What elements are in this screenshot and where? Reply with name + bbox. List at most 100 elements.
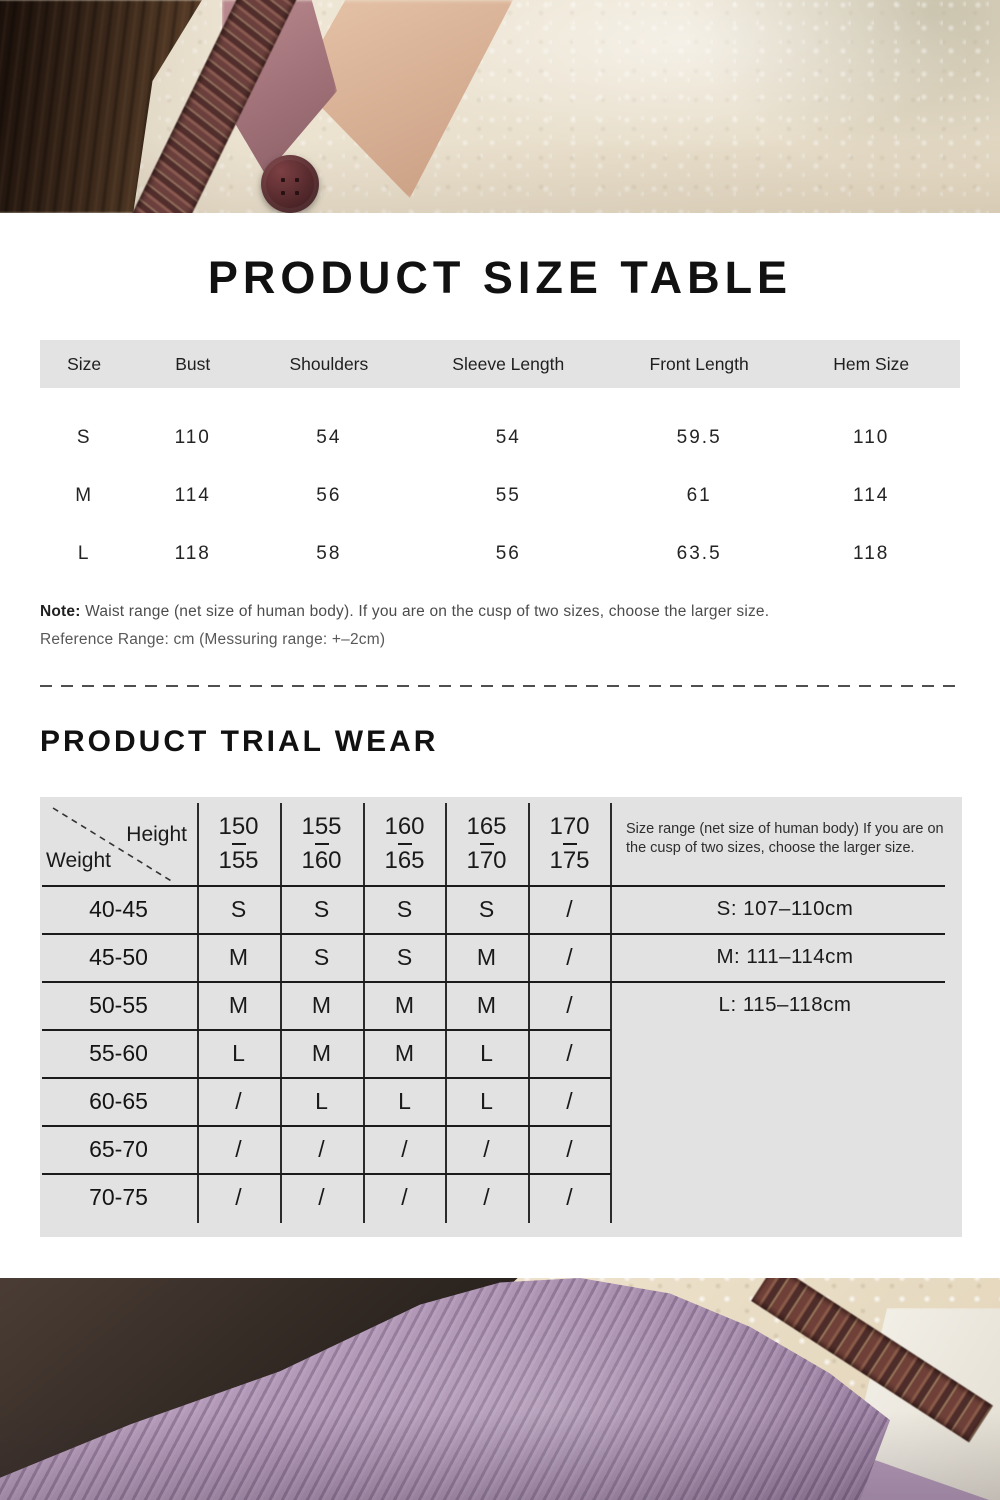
grid-hline — [42, 1029, 611, 1031]
height-top: 170 — [549, 812, 590, 840]
height-top: 160 — [384, 812, 425, 840]
trial-cell: M — [394, 1039, 415, 1066]
cell-size: M — [75, 485, 94, 506]
trial-cell: / — [566, 1135, 573, 1162]
cell-hem: 110 — [853, 427, 890, 448]
trial-cell: S — [230, 895, 247, 922]
cell-front: 63.5 — [676, 543, 722, 564]
size-table-title: PRODUCT SIZE TABLE — [207, 252, 793, 303]
table-row: M 114 56 55 61 114 — [40, 467, 960, 525]
height-bottom: 160 — [301, 847, 342, 874]
weight-label: 70-75 — [89, 1183, 148, 1210]
trial-cell: S — [478, 895, 495, 922]
trial-cell: / — [483, 1183, 490, 1210]
cell-sleeve: 55 — [495, 485, 521, 506]
trial-cell: M — [311, 1039, 332, 1066]
height-column-header: 150 155 — [197, 808, 280, 880]
grid-hline — [42, 981, 945, 983]
trial-wear-table: Height Weight 150 155 155 160 160 165 16… — [40, 797, 962, 1237]
grid-vline — [528, 803, 530, 1223]
height-bottom: 155 — [218, 847, 259, 874]
size-table-body: S 110 54 54 59.5 110 M 114 56 55 61 114 … — [40, 409, 960, 583]
weight-label: 60-65 — [89, 1087, 148, 1114]
height-column-header: 165 170 — [445, 808, 528, 880]
trial-cell: / — [566, 895, 573, 922]
weight-label: 50-55 — [89, 991, 148, 1018]
size-range-s: S: 107–110cm — [716, 897, 854, 920]
reference-note: Reference Range: cm (Messuring range: +–… — [40, 631, 386, 648]
grid-vline — [445, 803, 447, 1223]
cell-bust: 114 — [174, 485, 211, 506]
trial-cell: / — [401, 1135, 408, 1162]
column-header: Front Length — [649, 353, 749, 374]
cell-bust: 118 — [174, 543, 211, 564]
trial-cell: M — [476, 943, 497, 970]
cell-front: 59.5 — [676, 427, 722, 448]
trial-cell: M — [476, 991, 497, 1018]
trial-cell: L — [232, 1039, 245, 1066]
diagonal-divider — [52, 807, 174, 883]
button-holes — [261, 155, 319, 213]
trial-cell: / — [318, 1135, 325, 1162]
column-header: Shoulders — [289, 353, 369, 374]
cell-shoulders: 54 — [316, 427, 342, 448]
cell-shoulders: 56 — [316, 485, 342, 506]
trial-cell: M — [228, 943, 249, 970]
grid-hline — [42, 1077, 611, 1079]
cell-bust: 110 — [174, 427, 211, 448]
trial-cell: / — [235, 1183, 242, 1210]
range-dash — [479, 843, 494, 845]
trial-cell: / — [235, 1135, 242, 1162]
trial-cell: M — [228, 991, 249, 1018]
corner-weight-label: Weight — [46, 849, 111, 872]
trial-cell: / — [483, 1135, 490, 1162]
cell-size: S — [76, 427, 92, 448]
height-bottom: 175 — [549, 847, 590, 874]
cell-sleeve: 56 — [495, 543, 521, 564]
size-note: Note: Waist range (net size of human bod… — [40, 603, 769, 621]
grid-hline — [42, 1125, 611, 1127]
trial-cell: / — [566, 943, 573, 970]
height-column-header: 160 165 — [363, 808, 446, 880]
trial-cell: L — [315, 1087, 328, 1114]
trial-wear-title: PRODUCT TRIAL WEAR — [40, 725, 439, 758]
column-header: Size — [67, 353, 102, 374]
range-dash — [314, 843, 329, 845]
weight-label: 55-60 — [89, 1039, 148, 1066]
cell-hem: 118 — [853, 543, 890, 564]
range-dash — [562, 843, 577, 845]
height-bottom: 165 — [384, 847, 425, 874]
column-header: Hem Size — [833, 353, 910, 374]
trial-header-note: Size range (net size of human body) If y… — [626, 821, 944, 856]
cell-shoulders: 58 — [316, 543, 342, 564]
range-dash — [231, 843, 246, 845]
trial-cell: S — [396, 943, 413, 970]
column-header: Bust — [175, 353, 211, 374]
note-label: Note: — [40, 603, 81, 620]
cell-front: 61 — [686, 485, 712, 506]
weight-label: 45-50 — [89, 943, 148, 970]
product-photo-top — [0, 0, 1000, 213]
grid-hline — [42, 885, 945, 887]
height-bottom: 170 — [466, 847, 507, 874]
dashed-divider — [40, 685, 956, 687]
table-row: L 118 58 56 63.5 118 — [40, 525, 960, 583]
height-top: 150 — [218, 812, 259, 840]
trial-cell: M — [311, 991, 332, 1018]
column-header: Sleeve Length — [452, 353, 565, 374]
jacket-button — [261, 155, 319, 213]
grid-vline — [280, 803, 282, 1223]
size-range-m: M: 111–114cm — [716, 945, 854, 968]
trial-cell: / — [566, 1183, 573, 1210]
trial-cell: / — [566, 1087, 573, 1114]
trial-cell: / — [235, 1087, 242, 1114]
table-row: S 110 54 54 59.5 110 — [40, 409, 960, 467]
height-column-header: 155 160 — [280, 808, 363, 880]
trial-cell: S — [313, 895, 330, 922]
grid-hline — [42, 933, 945, 935]
trial-cell: M — [394, 991, 415, 1018]
trial-cell: / — [318, 1183, 325, 1210]
height-top: 165 — [466, 812, 507, 840]
grid-vline — [363, 803, 365, 1223]
